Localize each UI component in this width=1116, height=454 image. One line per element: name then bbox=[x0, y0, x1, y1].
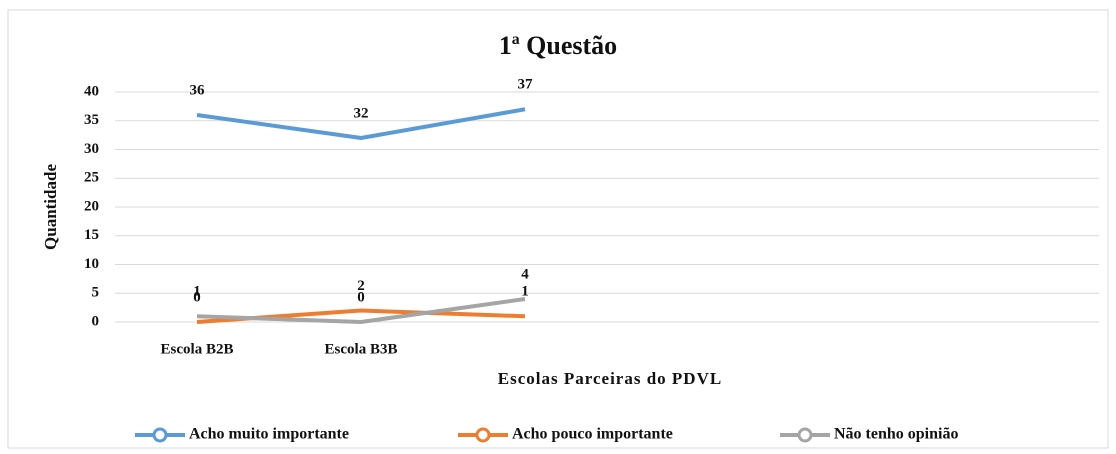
y-tick-label: 20 bbox=[84, 198, 99, 214]
data-label: 2 bbox=[357, 278, 365, 294]
series-line bbox=[196, 297, 526, 324]
x-tick-label: Escola B2B bbox=[161, 341, 234, 357]
data-label: 0 bbox=[357, 289, 365, 305]
data-label: 4 bbox=[521, 266, 529, 282]
x-axis-label: Escolas Parceiras do PDVL bbox=[498, 369, 722, 388]
legend-label: Não tenho opinião bbox=[834, 426, 958, 443]
series-line bbox=[196, 107, 526, 140]
legend-label: Acho muito importante bbox=[189, 426, 349, 443]
legend-marker bbox=[797, 427, 813, 443]
y-tick-label: 5 bbox=[92, 285, 100, 301]
data-label: 37 bbox=[518, 77, 534, 93]
y-tick-label: 25 bbox=[84, 170, 99, 186]
chart-title: 1ª Questão bbox=[499, 31, 617, 60]
y-axis-label: Quantidade bbox=[41, 164, 60, 250]
data-label: 1 bbox=[193, 284, 201, 300]
y-tick-label: 35 bbox=[84, 112, 99, 128]
y-tick-label: 0 bbox=[92, 313, 100, 329]
data-label: 0 bbox=[193, 289, 201, 305]
y-tick-label: 40 bbox=[84, 83, 99, 99]
x-tick-label: Escola B3B bbox=[325, 341, 398, 357]
y-tick-label: 15 bbox=[84, 227, 99, 243]
data-label: 36 bbox=[190, 82, 206, 98]
y-tick-label: 10 bbox=[84, 256, 99, 272]
chart-frame bbox=[7, 9, 1109, 449]
data-label: 32 bbox=[354, 105, 369, 121]
y-tick-label: 30 bbox=[84, 141, 99, 157]
legend-marker bbox=[152, 427, 168, 443]
legend-label: Acho pouco importante bbox=[512, 426, 673, 443]
data-label: 1 bbox=[521, 284, 529, 300]
legend-marker bbox=[475, 427, 491, 443]
